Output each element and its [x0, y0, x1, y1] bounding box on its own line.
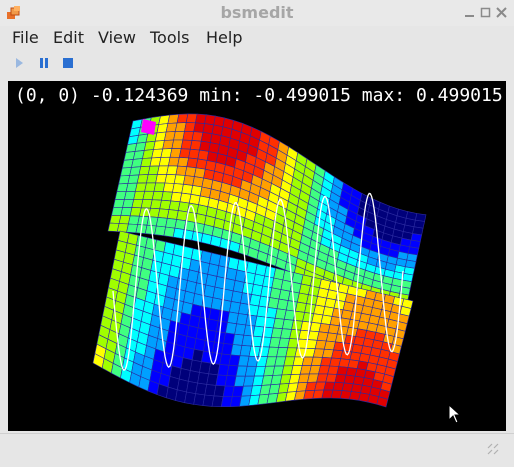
menu-bar: File Edit View Tools Help [0, 26, 514, 50]
minimize-icon[interactable] [464, 7, 475, 18]
title-bar: bsmedit [0, 0, 514, 26]
toolbar [0, 50, 514, 77]
menu-file[interactable]: File [12, 28, 39, 47]
status-bar [0, 433, 514, 467]
resize-grip-icon[interactable] [486, 440, 504, 458]
menu-tools[interactable]: Tools [150, 28, 190, 47]
app-icon [7, 6, 20, 19]
hud-readout: (0, 0) -0.124369 min: -0.499015 max: 0.4… [15, 85, 503, 106]
mouse-cursor-icon [448, 404, 462, 424]
window-title: bsmedit [220, 3, 294, 22]
pause-icon[interactable] [37, 56, 51, 70]
menu-edit[interactable]: Edit [53, 28, 84, 47]
menu-help[interactable]: Help [206, 28, 243, 47]
stop-icon[interactable] [61, 56, 75, 70]
close-icon[interactable] [496, 7, 507, 18]
plot-viewport[interactable]: (0, 0) -0.124369 min: -0.499015 max: 0.4… [8, 81, 506, 431]
maximize-icon[interactable] [480, 7, 491, 18]
play-icon[interactable] [12, 56, 26, 70]
menu-view[interactable]: View [98, 28, 136, 47]
surface-plot [92, 113, 427, 408]
